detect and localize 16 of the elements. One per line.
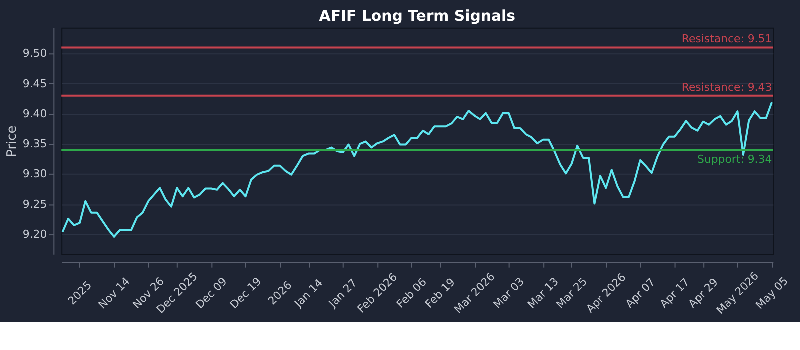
chart-title: AFIF Long Term Signals [319,6,516,25]
y-tick-label: 9.40 [22,107,48,120]
x-tick-label: Dec 19 [228,275,264,312]
y-tick-label: 9.50 [22,47,48,60]
ref-line-label: Support: 9.34 [698,153,772,166]
x-tick-label: Jan 14 [291,276,326,311]
ref-line-label: Resistance: 9.51 [682,32,772,46]
y-axis-title: Price [4,126,20,158]
x-tick-label: Nov 14 [96,274,133,312]
y-tick-label: 9.35 [22,138,48,151]
line-series [62,102,774,238]
y-tick-label: 9.30 [22,168,48,181]
y-tick-label: 9.20 [22,228,48,242]
y-tick-label: 9.25 [22,198,48,211]
ref-line-label: Resistance: 9.43 [682,80,772,94]
y-tick-label: 9.45 [22,77,48,90]
